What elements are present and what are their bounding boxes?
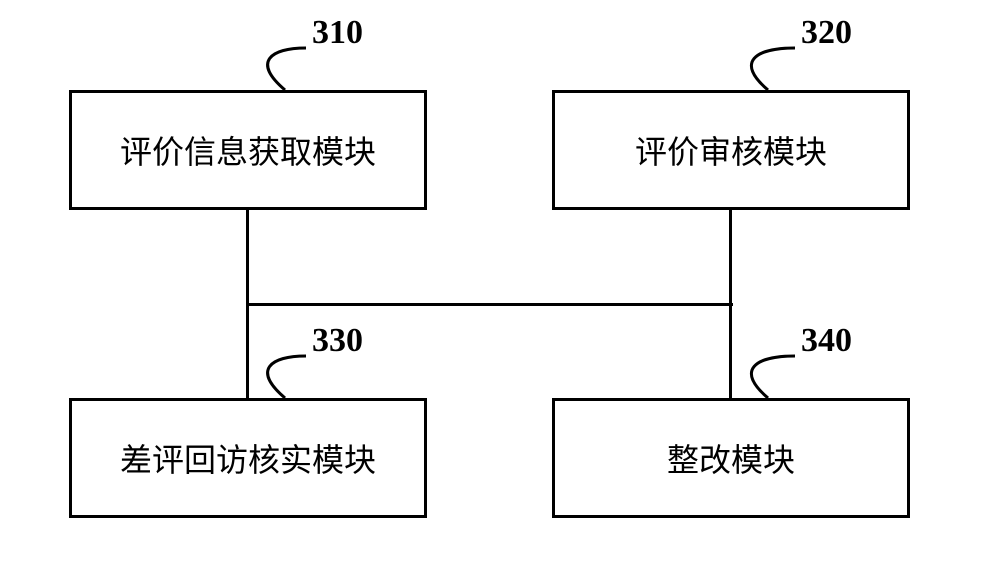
leader-n340 xyxy=(0,0,1000,579)
